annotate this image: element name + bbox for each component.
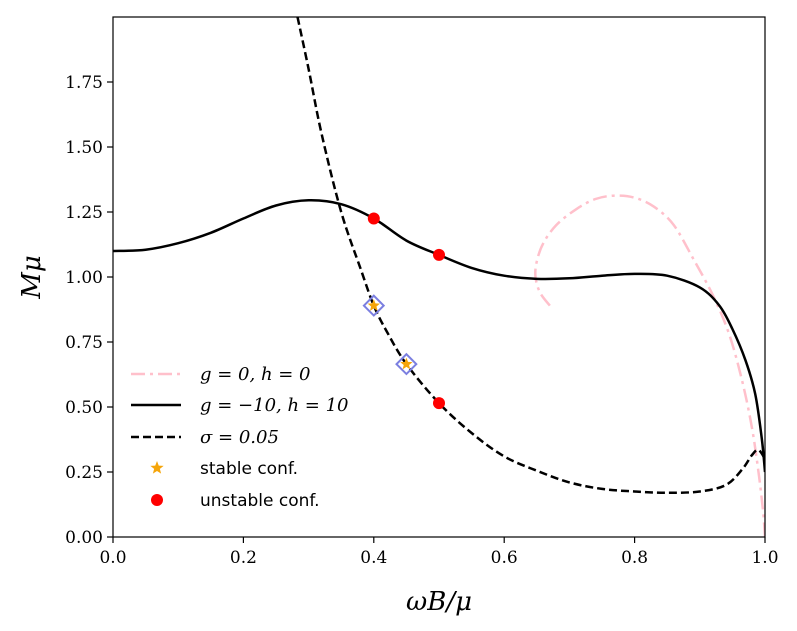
unstable-conf-point [433,397,445,410]
plot-area [113,17,765,537]
legend-label-sigma: σ = 0.05 [200,427,279,448]
x-axis-label: ωB/μ [406,587,472,617]
legend: g = 0, h = 0 g = −10, h = 10 σ = 0.05 st… [131,364,349,511]
stable-conf-diamond [362,294,386,317]
unstable-conf-point [433,248,445,261]
x-tick-label: 0.8 [621,548,648,568]
legend-marker-stable [150,461,164,474]
marker-layer [362,212,445,410]
x-axis: 0.0 0.2 0.4 0.6 0.8 1.0 [99,537,779,568]
unstable-conf-point [367,212,380,225]
legend-label-unstable: unstable conf. [200,491,320,511]
stable-conf-point [400,357,413,370]
legend-label-g10: g = −10, h = 10 [200,395,349,416]
series-layer [113,17,765,537]
legend-marker-unstable [151,494,163,506]
y-tick-label: 1.75 [65,73,103,93]
x-tick-label: 0.6 [491,548,518,568]
y-tick-label: 1.00 [65,268,103,288]
series-sigma-0-05 [296,17,765,495]
legend-label-stable: stable conf. [200,459,298,479]
stable-conf-diamond [395,352,418,376]
y-tick-label: 1.25 [65,203,103,223]
legend-label-g0: g = 0, h = 0 [200,364,311,385]
y-tick-label: 0.25 [65,463,103,483]
stable-conf-point [367,299,380,311]
y-axis-label: Mμ [17,255,47,300]
y-tick-label: 0.00 [65,528,103,548]
x-tick-label: 0.4 [360,548,387,568]
y-tick-label: 0.50 [65,398,103,418]
series-g0-h0 [534,194,765,537]
x-tick-label: 0.2 [230,548,257,568]
x-tick-label: 1.0 [751,548,778,568]
series-g-10-h10 [113,199,765,473]
y-tick-label: 1.50 [65,138,103,158]
y-axis: 0.00 0.25 0.50 0.75 1.00 1.25 1.50 1.75 [65,73,113,548]
y-tick-label: 0.75 [65,333,103,353]
x-tick-label: 0.0 [99,548,126,568]
